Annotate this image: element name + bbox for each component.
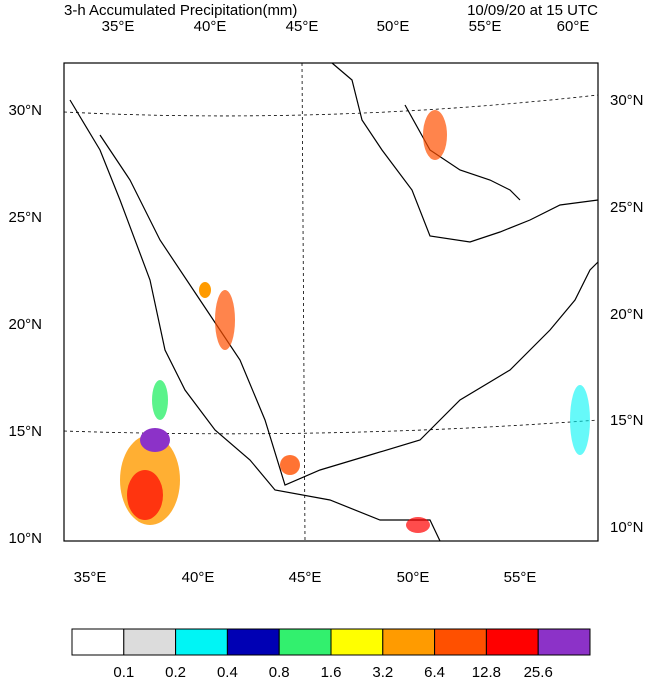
coastlines	[69, 62, 599, 542]
precipitation	[120, 110, 590, 533]
colorbar-box	[485, 628, 539, 656]
lat-label: 15°N	[8, 423, 42, 440]
lat-label: 10°N	[610, 519, 644, 536]
lat-label: 25°N	[8, 209, 42, 226]
colorbar-label: 12.8	[472, 664, 501, 680]
bottom-labels: 35°E 40°E 45°E 50°E 55°E	[74, 569, 537, 586]
colorbar-label: 0.2	[165, 664, 186, 680]
lon-label: 45°E	[286, 18, 319, 35]
lon-label: 50°E	[397, 569, 430, 586]
colorbar-label: 3.2	[372, 664, 393, 680]
lat-label: 20°N	[610, 306, 644, 323]
top-labels: 35°E 40°E 45°E 50°E 55°E 60°E	[102, 18, 590, 35]
left-labels: 30°N 25°N 20°N 15°N 10°N	[8, 102, 42, 547]
colorbar-label: 1.6	[321, 664, 342, 680]
valid-time: 10/09/20 at 15 UTC	[467, 2, 598, 19]
lon-label: 55°E	[469, 18, 502, 35]
lon-label: 50°E	[377, 18, 410, 35]
colorbar-box	[175, 628, 228, 656]
lon-label: 35°E	[102, 18, 135, 35]
lon-label: 60°E	[557, 18, 590, 35]
right-labels: 30°N 25°N 20°N 15°N 10°N	[610, 92, 644, 536]
lat-label: 10°N	[8, 530, 42, 547]
colorbar: 0.1 0.2 0.4 0.8 1.6 3.2 6.4 12.8 25.6	[71, 628, 591, 681]
colorbar-label: 0.8	[269, 664, 290, 680]
lon-label: 35°E	[74, 569, 107, 586]
lat-label: 15°N	[610, 412, 644, 429]
lon-label: 40°E	[182, 569, 215, 586]
lat-label: 25°N	[610, 199, 644, 216]
colorbar-label: 25.6	[524, 664, 553, 680]
colorbar-box	[123, 628, 177, 656]
colorbar-box	[434, 628, 487, 656]
colorbar-box	[278, 628, 332, 656]
colorbar-label: 6.4	[424, 664, 445, 680]
colorbar-label: 0.1	[113, 664, 134, 680]
graticule	[63, 62, 599, 542]
colorbar-box	[382, 628, 436, 656]
colorbar-box	[537, 628, 591, 656]
colorbar-label: 0.4	[217, 664, 238, 680]
title: 3-h Accumulated Precipitation(mm)	[64, 2, 297, 19]
lon-label: 40°E	[194, 18, 227, 35]
lat-label: 30°N	[610, 92, 644, 109]
map-frame	[63, 62, 599, 542]
lat-label: 20°N	[8, 316, 42, 333]
lon-label: 45°E	[289, 569, 322, 586]
colorbar-box	[71, 628, 125, 656]
colorbar-box	[226, 628, 280, 656]
lat-label: 30°N	[8, 102, 42, 119]
colorbar-box	[330, 628, 384, 656]
lon-label: 55°E	[504, 569, 537, 586]
